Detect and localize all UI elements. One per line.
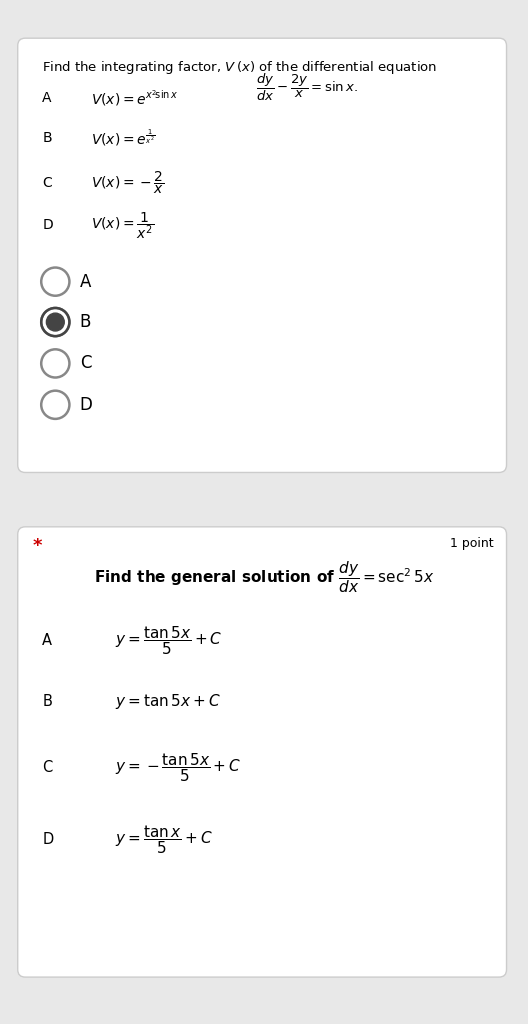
Text: C: C bbox=[42, 760, 52, 775]
Text: $V(x)=e^{x^2\!\sin x}$: $V(x)=e^{x^2\!\sin x}$ bbox=[91, 88, 178, 109]
Text: Find the general solution of $\dfrac{dy}{dx} = \sec^2 5x$: Find the general solution of $\dfrac{dy}… bbox=[94, 559, 434, 595]
Text: B: B bbox=[42, 694, 52, 710]
Text: C: C bbox=[42, 176, 52, 189]
Text: A: A bbox=[42, 633, 52, 648]
Text: B: B bbox=[42, 131, 52, 144]
Text: A: A bbox=[42, 91, 52, 105]
Text: $y = \tan 5x + C$: $y = \tan 5x + C$ bbox=[115, 692, 220, 712]
Text: $y = \dfrac{\tan x}{5} + C$: $y = \dfrac{\tan x}{5} + C$ bbox=[115, 823, 212, 856]
Text: D: D bbox=[42, 218, 53, 232]
Text: *: * bbox=[33, 538, 42, 555]
Text: Find the integrating factor, $V\,(x)$ of the differential equation: Find the integrating factor, $V\,(x)$ of… bbox=[42, 58, 437, 76]
Text: D: D bbox=[42, 833, 53, 847]
Text: $y = -\dfrac{\tan 5x}{5} + C$: $y = -\dfrac{\tan 5x}{5} + C$ bbox=[115, 751, 241, 783]
Circle shape bbox=[41, 308, 69, 336]
Text: $y = \dfrac{\tan 5x}{5} + C$: $y = \dfrac{\tan 5x}{5} + C$ bbox=[115, 625, 222, 657]
Text: $\dfrac{dy}{dx} - \dfrac{2y}{x} = \sin x.$: $\dfrac{dy}{dx} - \dfrac{2y}{x} = \sin x… bbox=[256, 72, 357, 103]
Text: A: A bbox=[80, 272, 91, 291]
FancyBboxPatch shape bbox=[18, 526, 506, 977]
Text: $V(x)=\dfrac{1}{x^2}$: $V(x)=\dfrac{1}{x^2}$ bbox=[91, 210, 154, 241]
Text: $V(x)=-\dfrac{2}{x}$: $V(x)=-\dfrac{2}{x}$ bbox=[91, 170, 164, 197]
Text: C: C bbox=[80, 354, 91, 373]
FancyBboxPatch shape bbox=[18, 38, 506, 472]
Text: $V(x)=e^{\frac{1}{x^2}}$: $V(x)=e^{\frac{1}{x^2}}$ bbox=[91, 128, 155, 148]
Text: D: D bbox=[80, 396, 92, 414]
Circle shape bbox=[41, 391, 69, 419]
Circle shape bbox=[41, 267, 69, 296]
Text: B: B bbox=[80, 313, 91, 331]
Circle shape bbox=[41, 349, 69, 378]
Text: 1 point: 1 point bbox=[450, 538, 493, 550]
Circle shape bbox=[46, 313, 64, 331]
